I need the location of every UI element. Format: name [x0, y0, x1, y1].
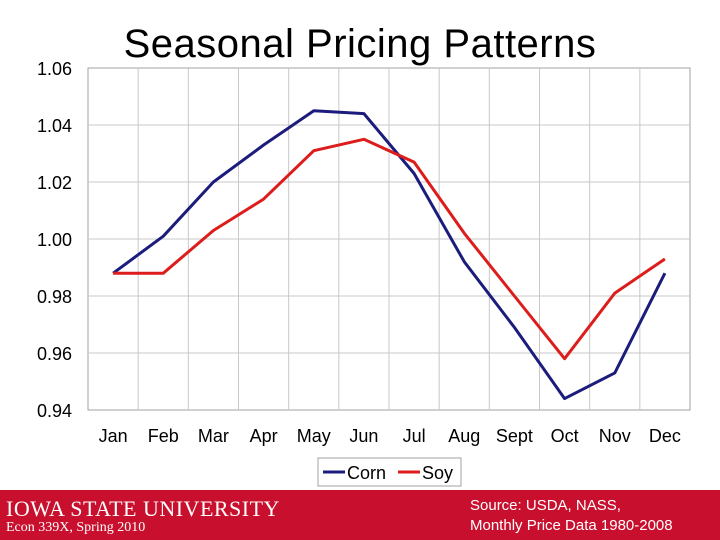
x-tick-label: Jul: [403, 426, 426, 446]
x-tick-label: Oct: [551, 426, 579, 446]
line-chart: 0.94 0.96 0.98 1.00 1.02 1.04 1.06 Jan Feb Mar Ap…: [37, 59, 691, 487]
y-tick-label: 1.04: [37, 116, 72, 136]
source-line-1: Source: USDA, NASS,: [470, 497, 621, 514]
x-tick-label: May: [297, 426, 331, 446]
x-axis-ticks: Jan Feb Mar Apr May Jun Jul Aug Sept Oct Nov Dec: [99, 426, 681, 446]
x-tick-label: Aug: [448, 426, 480, 446]
y-tick-label: 1.02: [37, 173, 72, 193]
series-line-soy: [113, 137, 666, 361]
x-tick-label: Mar: [198, 426, 229, 446]
y-tick-label: 1.00: [37, 230, 72, 250]
series-lines: [112, 109, 667, 401]
legend-label-soy: Soy: [422, 463, 453, 483]
x-tick-label: Dec: [649, 426, 681, 446]
course-label: Econ 339X, Spring 2010: [6, 520, 146, 535]
legend-label-corn: Corn: [347, 463, 386, 483]
footer-bar: [0, 490, 720, 540]
x-tick-label: Jun: [349, 426, 378, 446]
x-tick-label: Jan: [99, 426, 128, 446]
university-logo: Iowa State University: [6, 496, 280, 521]
source-line-2: Monthly Price Data 1980-2008: [470, 517, 673, 534]
source-note: Source: USDA, NASS, Monthly Price Data 1…: [470, 496, 718, 536]
gridlines: [88, 68, 690, 410]
y-tick-label: 0.96: [37, 344, 72, 364]
x-tick-label: Nov: [599, 426, 631, 446]
y-tick-label: 0.98: [37, 287, 72, 307]
series-line-corn: [112, 109, 667, 401]
legend: Corn Soy: [317, 457, 462, 487]
y-tick-label: 1.06: [37, 59, 72, 79]
y-axis-ticks: 0.94 0.96 0.98 1.00 1.02 1.04 1.06: [37, 59, 72, 421]
x-tick-label: Sept: [496, 426, 533, 446]
x-tick-label: Feb: [148, 426, 179, 446]
chart-title: Seasonal Pricing Patterns: [123, 22, 597, 66]
x-tick-label: Apr: [250, 426, 278, 446]
y-tick-label: 0.94: [37, 401, 72, 421]
